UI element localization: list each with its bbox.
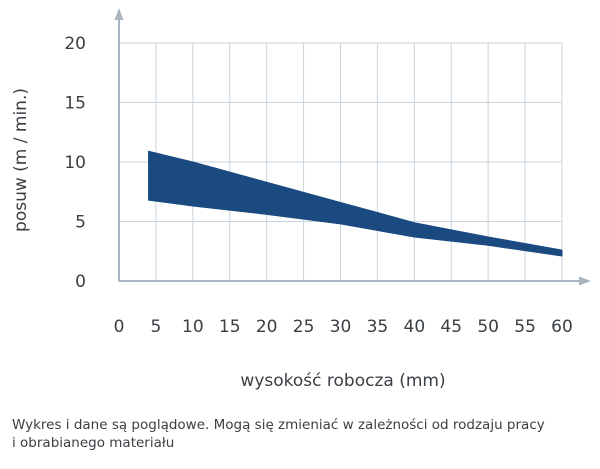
y-axis-arrow-icon: [114, 8, 124, 20]
x-tick-label: 15: [219, 317, 241, 337]
y-tick-label: 10: [64, 153, 86, 173]
x-tick-label: 20: [256, 317, 278, 337]
x-tick-label: 40: [404, 317, 426, 337]
band-area: [148, 150, 563, 257]
y-tick-label: 20: [64, 34, 86, 54]
x-axis-title: wysokość robocza (mm): [240, 371, 445, 391]
x-tick-label: 0: [114, 317, 125, 337]
y-tick-label: 0: [75, 272, 86, 292]
tick-labels: 0 5 10 15 20 0 5 10 15 20 25 30 35 40 45 50 55 60: [64, 34, 572, 337]
x-tick-label: 45: [440, 317, 462, 337]
y-axis-title: posuw (m / min.): [11, 88, 31, 232]
x-tick-label: 55: [514, 317, 536, 337]
y-tick-label: 15: [64, 94, 86, 114]
x-tick-label: 30: [330, 317, 352, 337]
caption: Wykres i dane są poglądowe. Mogą się zmi…: [12, 416, 592, 452]
caption-line-1: Wykres i dane są poglądowe. Mogą się zmi…: [12, 417, 545, 433]
x-tick-label: 60: [551, 317, 573, 337]
chart: 0 5 10 15 20 0 5 10 15 20 25 30 35 40 45 50 55 60 wysokoś…: [11, 8, 591, 391]
data-band: [148, 150, 563, 257]
caption-line-2: i obrabianego materiału: [12, 435, 175, 451]
x-axis-arrow-icon: [579, 276, 591, 286]
x-tick-label: 5: [151, 317, 162, 337]
x-tick-label: 35: [367, 317, 389, 337]
x-tick-label: 10: [182, 317, 204, 337]
y-tick-label: 5: [75, 213, 86, 233]
x-tick-label: 25: [293, 317, 315, 337]
axes: [114, 8, 591, 286]
x-tick-label: 50: [477, 317, 499, 337]
